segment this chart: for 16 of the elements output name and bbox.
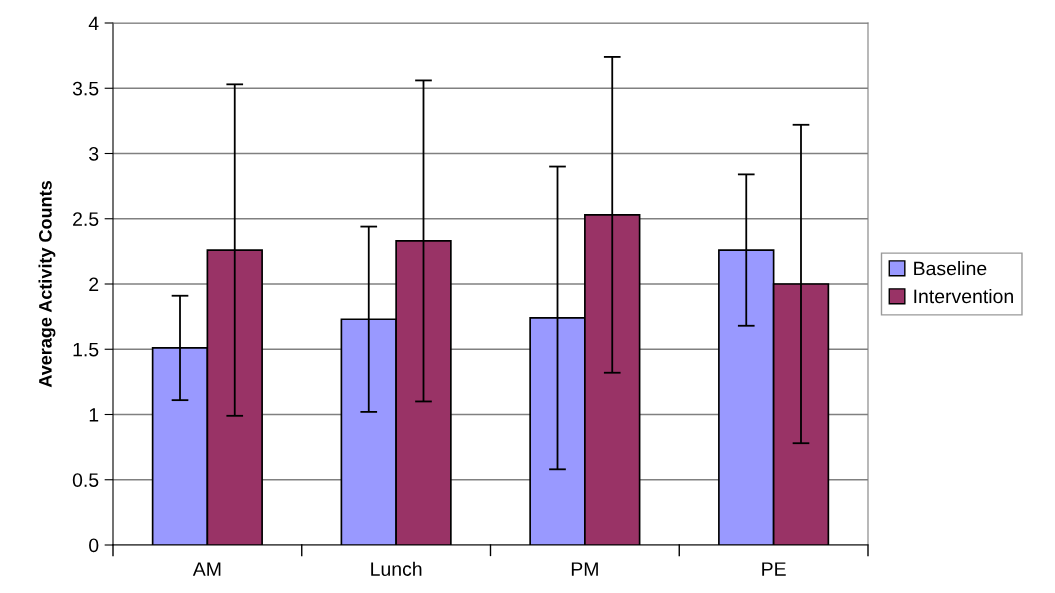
x-tick-label: Lunch bbox=[371, 561, 422, 576]
y-tick-label: 0 bbox=[89, 538, 99, 553]
x-tick-label: AM bbox=[192, 562, 221, 576]
y-tick-label: 3.5 bbox=[72, 81, 99, 96]
y-tick-label: 2.5 bbox=[73, 212, 99, 226]
x-tick-label: PM bbox=[571, 562, 598, 576]
y-tick-label: 3 bbox=[89, 146, 99, 161]
legend-label: Baseline bbox=[914, 261, 987, 276]
y-tick-label: 0.5 bbox=[72, 473, 99, 487]
y-axis-title: Average Activity Counts bbox=[38, 181, 56, 388]
y-tick-label: 2 bbox=[89, 277, 99, 292]
y-tick-label: 4 bbox=[88, 16, 99, 31]
y-tick-label: 1 bbox=[89, 408, 99, 422]
x-tick-label: PE bbox=[762, 562, 786, 576]
legend-label: Intervention bbox=[914, 288, 1013, 304]
y-tick-label: 1.5 bbox=[73, 342, 99, 357]
